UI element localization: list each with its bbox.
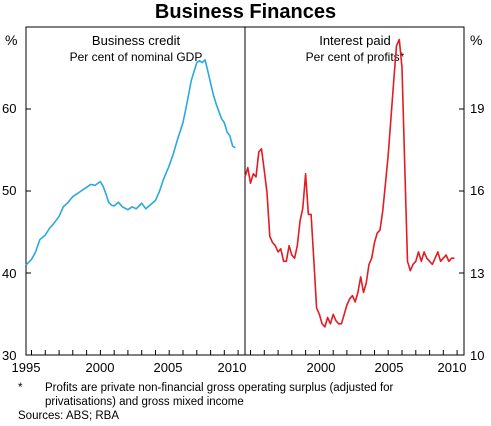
xtick-label-right-2010: 2010 (438, 360, 467, 375)
footnote-marker: * (18, 382, 23, 394)
left-ytick-label: 50 (2, 183, 16, 198)
left-ytick-label: 30 (2, 348, 16, 363)
right-ytick-label: 10 (470, 348, 484, 363)
right-ytick-label: 19 (470, 101, 484, 116)
left-panel-subtitle: Per cent of nominal GDP (70, 50, 203, 64)
xtick-label-left-2000: 2000 (86, 360, 115, 375)
left-ytick-label: 40 (2, 266, 16, 281)
xtick-label-left-2005: 2005 (154, 360, 183, 375)
right-panel-title: Interest paid (319, 33, 391, 48)
left-units-label: % (5, 32, 17, 48)
xtick-label-left-1995: 1995 (12, 360, 41, 375)
xtick-label-left-2010: 2010 (218, 360, 247, 375)
xtick-label-right-2005: 2005 (375, 360, 404, 375)
sources-note: Sources: ABS; RBA (18, 410, 119, 422)
footnote-line-2: privatisations) and gross mixed income (45, 396, 244, 408)
right-ytick-label: 13 (470, 266, 484, 281)
footnote-line-1: Profits are private non-financial gross … (45, 382, 394, 394)
right-units-label: % (470, 32, 482, 48)
right-ytick-label: 16 (470, 183, 484, 198)
chart-title: Business Finances (154, 1, 337, 23)
business-credit-line (25, 59, 236, 266)
xtick-label-right-2000: 2000 (307, 360, 336, 375)
left-panel-title: Business credit (92, 33, 181, 48)
interest-paid-line (244, 38, 455, 328)
left-ytick-label: 60 (2, 101, 16, 116)
right-panel-subtitle: Per cent of profits* (306, 50, 405, 64)
